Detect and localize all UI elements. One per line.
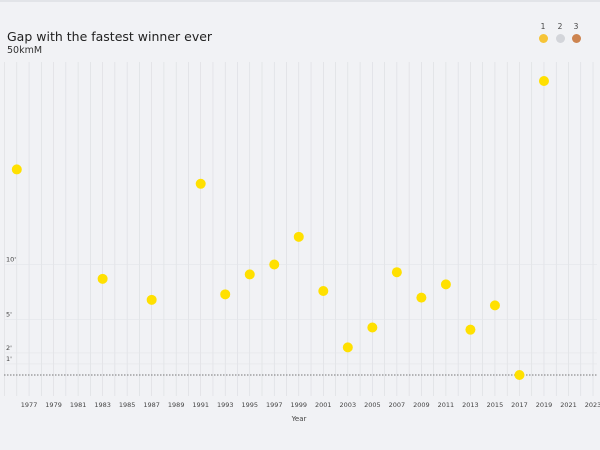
data-point <box>416 292 427 303</box>
legend-item-2[interactable]: 2 <box>553 22 567 43</box>
data-point <box>465 324 476 335</box>
legend-label: 2 <box>557 22 563 31</box>
legend-swatch <box>571 34 581 43</box>
data-point <box>97 273 108 284</box>
data-point <box>489 300 500 311</box>
x-tick-label: 2021 <box>560 401 577 409</box>
x-tick-label: 1979 <box>45 401 62 409</box>
legend-item-3[interactable]: 3 <box>569 22 583 43</box>
x-tick-label: 2005 <box>364 401 381 409</box>
data-point <box>244 269 255 280</box>
x-tick-label: 1989 <box>168 401 185 409</box>
data-point <box>391 267 402 278</box>
data-point <box>220 289 231 300</box>
data-point <box>367 322 378 333</box>
data-point <box>269 259 280 270</box>
x-tick-label: 1995 <box>241 401 258 409</box>
legend-label: 1 <box>540 22 546 31</box>
data-point <box>342 342 353 353</box>
x-tick-label: 2017 <box>511 401 528 409</box>
x-tick-label: 1981 <box>70 401 87 409</box>
x-tick-label: 2015 <box>487 401 504 409</box>
data-point <box>293 231 304 242</box>
x-tick-label: 1987 <box>143 401 160 409</box>
x-tick-label: 1985 <box>119 401 136 409</box>
legend-swatch <box>555 34 565 43</box>
chart-title: Gap with the fastest winner ever <box>7 29 213 44</box>
data-point <box>195 178 206 189</box>
x-tick-label: 1991 <box>192 401 209 409</box>
x-tick-label: 1999 <box>291 401 308 409</box>
x-tick-label: 1997 <box>266 401 283 409</box>
legend-item-1[interactable]: 1 <box>536 22 550 43</box>
data-point <box>11 164 22 175</box>
data-point <box>538 76 549 86</box>
x-tick-label: 2007 <box>389 401 406 409</box>
chart-subtitle: 50kmM <box>7 45 43 56</box>
x-tick-label: 2001 <box>315 401 332 409</box>
x-tick-label: 2009 <box>413 401 430 409</box>
data-point <box>514 370 525 380</box>
data-point <box>440 279 451 290</box>
x-tick-label: 2019 <box>536 401 553 409</box>
x-axis-title: Year <box>291 415 307 423</box>
x-tick-label: 1983 <box>94 401 111 409</box>
x-tick-label: 2003 <box>340 401 357 409</box>
x-tick-label: 2011 <box>438 401 455 409</box>
y-tick-label: 2' <box>6 344 12 352</box>
top-border <box>0 0 600 2</box>
y-tick-label: 10' <box>6 255 16 263</box>
x-tick-label: 1977 <box>21 401 38 409</box>
data-point <box>318 286 329 296</box>
x-tick-label: 2013 <box>462 401 479 409</box>
x-tick-label: 1993 <box>217 401 234 409</box>
y-tick-label: 5' <box>6 311 12 319</box>
legend-swatch <box>538 34 548 43</box>
x-tick-label: 2023 <box>585 401 600 409</box>
legend: 1 2 3 <box>0 22 600 46</box>
legend-label: 3 <box>573 22 579 31</box>
data-point <box>146 294 157 305</box>
y-tick-label: 1' <box>6 355 12 363</box>
